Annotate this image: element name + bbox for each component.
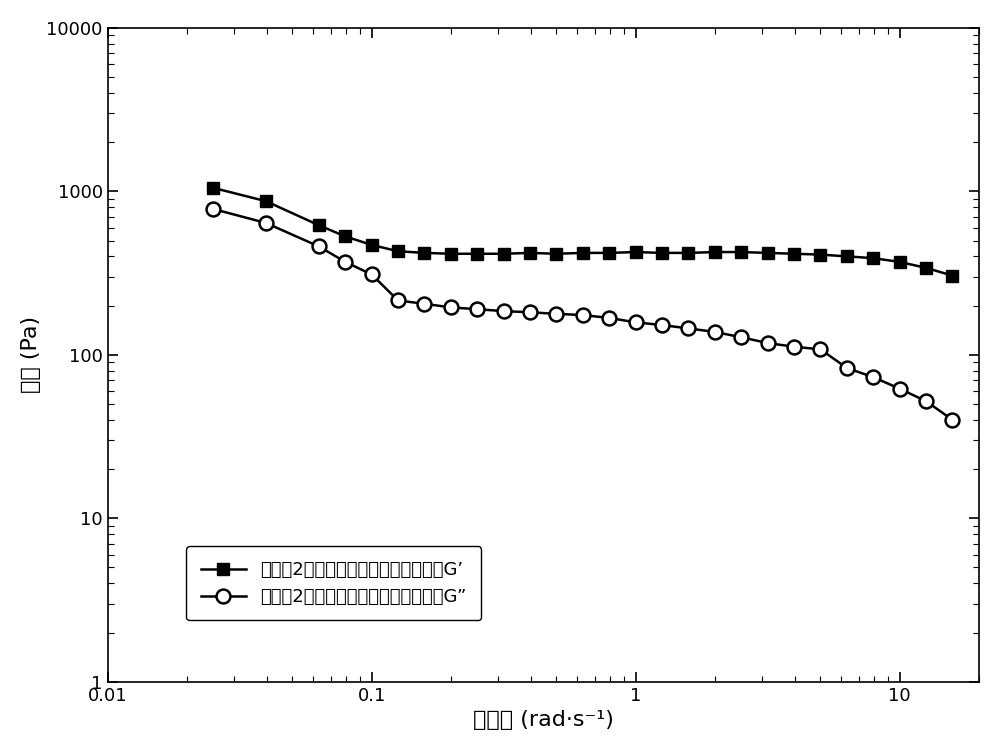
实施例2所述的耐温型复合清洁压裂液G” [603,313,615,322]
实施例2所述的耐温型复合清洁压裂液G’ [260,197,272,206]
实施例2所述的耐温型复合清洁压裂液G” [920,397,932,406]
实施例2所述的耐温型复合清洁压裂液G’ [788,249,800,258]
实施例2所述的耐温型复合清洁压裂液G” [946,415,958,424]
实施例2所述的耐温型复合清洁压裂液G” [814,345,826,354]
实施例2所述的耐温型复合清洁压裂液G’ [920,264,932,273]
实施例2所述的耐温型复合清洁压裂液G” [260,219,272,228]
实施例2所述的耐温型复合清洁压裂液G’ [762,249,774,258]
实施例2所述的耐温型复合清洁压裂液G” [207,204,219,213]
实施例2所述的耐温型复合清洁压裂液G” [630,318,642,327]
实施例2所述的耐温型复合清洁压裂液G” [577,311,589,320]
实施例2所述的耐温型复合清洁压裂液G” [392,296,404,305]
实施例2所述的耐温型复合清洁压裂液G’ [392,247,404,256]
实施例2所述的耐温型复合清洁压裂液G’ [524,249,536,258]
实施例2所述的耐温型复合清洁压裂液G” [418,300,430,309]
实施例2所述的耐温型复合清洁压裂液G” [841,363,853,372]
实施例2所述的耐温型复合清洁压裂液G’ [207,183,219,192]
实施例2所述的耐温型复合清洁压裂液G” [550,309,562,318]
实施例2所述的耐温型复合清洁压裂液G” [682,324,694,333]
实施例2所述的耐温型复合清洁压裂液G’ [682,249,694,258]
实施例2所述的耐温型复合清洁压裂液G’ [498,249,510,258]
实施例2所述的耐温型复合清洁压裂液G’ [867,254,879,263]
实施例2所述的耐温型复合清洁压裂液G” [762,339,774,348]
实施例2所述的耐温型复合清洁压裂液G’ [709,248,721,257]
Line: 实施例2所述的耐温型复合清洁压裂液G”: 实施例2所述的耐温型复合清洁压裂液G” [206,202,959,427]
实施例2所述的耐温型复合清洁压裂液G’ [339,232,351,241]
实施例2所述的耐温型复合清洁压裂液G” [498,306,510,315]
实施例2所述的耐温型复合清洁压裂液G” [366,270,378,279]
实施例2所述的耐温型复合清洁压裂液G” [339,258,351,267]
实施例2所述的耐温型复合清洁压裂液G’ [814,250,826,259]
实施例2所述的耐温型复合清洁压裂液G’ [841,252,853,261]
实施例2所述的耐温型复合清洁压裂液G” [894,385,906,394]
Legend: 实施例2所述的耐温型复合清洁压裂液G’, 实施例2所述的耐温型复合清洁压裂液G”: 实施例2所述的耐温型复合清洁压裂液G’, 实施例2所述的耐温型复合清洁压裂液G” [186,547,481,620]
实施例2所述的耐温型复合清洁压裂液G’ [550,249,562,258]
Y-axis label: 模量 (Pa): 模量 (Pa) [21,316,41,394]
实施例2所述的耐温型复合清洁压裂液G’ [735,248,747,257]
实施例2所述的耐温型复合清洁压裂液G’ [418,249,430,258]
实施例2所述的耐温型复合清洁压裂液G’ [630,248,642,257]
Line: 实施例2所述的耐温型复合清洁压裂液G’: 实施例2所述的耐温型复合清洁压裂液G’ [207,182,959,282]
实施例2所述的耐温型复合清洁压裂液G” [445,303,457,312]
实施例2所述的耐温型复合清洁压裂液G’ [471,249,483,258]
实施例2所述的耐温型复合清洁压裂液G’ [366,240,378,249]
实施例2所述的耐温型复合清洁压裂液G” [656,321,668,330]
实施例2所述的耐温型复合清洁压裂液G” [788,342,800,351]
实施例2所述的耐温型复合清洁压裂液G’ [894,258,906,267]
实施例2所述的耐温型复合清洁压裂液G’ [577,249,589,258]
实施例2所述的耐温型复合清洁压裂液G’ [946,271,958,280]
实施例2所述的耐温型复合清洁压裂液G” [867,372,879,382]
实施例2所述的耐温型复合清洁压裂液G’ [313,221,325,230]
实施例2所述的耐温型复合清洁压裂液G” [709,327,721,336]
实施例2所述的耐温型复合清洁压裂液G” [313,242,325,251]
实施例2所述的耐温型复合清洁压裂液G” [471,305,483,314]
实施例2所述的耐温型复合清洁压裂液G’ [603,249,615,258]
实施例2所述的耐温型复合清洁压裂液G’ [445,249,457,258]
X-axis label: 角频率 (rad·s⁻¹): 角频率 (rad·s⁻¹) [473,710,614,730]
实施例2所述的耐温型复合清洁压裂液G’ [656,249,668,258]
实施例2所述的耐温型复合清洁压裂液G” [524,308,536,317]
实施例2所述的耐温型复合清洁压裂液G” [735,333,747,342]
